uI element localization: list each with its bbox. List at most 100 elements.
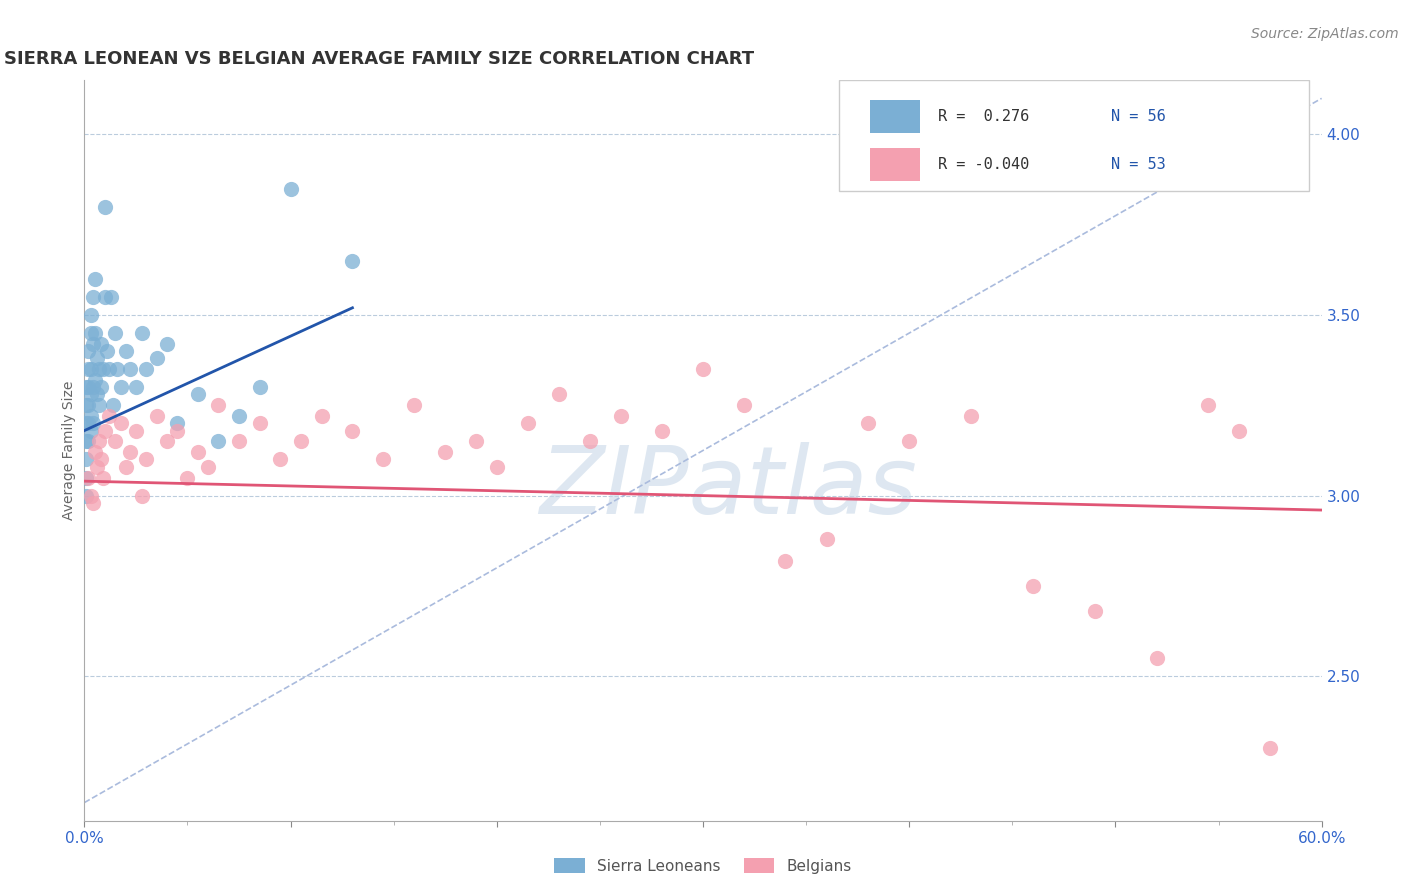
Point <box>82 290 104 304</box>
Point <box>100 290 122 304</box>
Point <box>94 200 117 214</box>
Point <box>135 452 157 467</box>
Point <box>110 380 132 394</box>
Point <box>83 326 105 340</box>
Point <box>269 452 291 467</box>
Point <box>90 380 112 394</box>
Text: Source: ZipAtlas.com: Source: ZipAtlas.com <box>1251 27 1399 41</box>
Point <box>90 337 112 351</box>
Point <box>1146 651 1168 665</box>
Point <box>96 344 118 359</box>
Point <box>86 459 108 474</box>
Point <box>77 470 100 484</box>
Point <box>75 470 97 484</box>
Point <box>228 434 250 449</box>
Point <box>75 398 97 412</box>
Point <box>856 417 879 431</box>
Point <box>94 424 117 438</box>
Point <box>187 445 209 459</box>
Point <box>187 387 209 401</box>
Point <box>77 398 100 412</box>
Point <box>1084 604 1107 618</box>
Point <box>110 417 132 431</box>
Point <box>77 417 100 431</box>
Point <box>578 434 600 449</box>
Point <box>1258 741 1281 756</box>
Point <box>83 272 105 286</box>
Point <box>94 290 117 304</box>
Point <box>609 409 631 424</box>
Point <box>77 434 100 449</box>
Point <box>105 362 128 376</box>
Point <box>114 344 136 359</box>
Point <box>87 434 110 449</box>
Point <box>75 452 97 467</box>
Point <box>197 459 219 474</box>
Point <box>77 362 100 376</box>
Point <box>83 373 105 387</box>
Point <box>960 409 983 424</box>
Text: N = 56: N = 56 <box>1111 109 1166 124</box>
Point <box>898 434 921 449</box>
Point <box>465 434 488 449</box>
Point <box>75 380 97 394</box>
Point <box>86 387 108 401</box>
Point <box>131 326 153 340</box>
Point <box>280 181 302 195</box>
Point <box>86 351 108 366</box>
Point <box>373 452 395 467</box>
Point <box>166 424 188 438</box>
Point <box>75 434 97 449</box>
Point <box>342 253 364 268</box>
Point <box>342 424 364 438</box>
Point <box>485 459 508 474</box>
Point <box>98 409 121 424</box>
Point <box>82 496 104 510</box>
Point <box>125 424 148 438</box>
Point <box>79 387 101 401</box>
Point <box>114 459 136 474</box>
Point <box>156 337 179 351</box>
Text: SIERRA LEONEAN VS BELGIAN AVERAGE FAMILY SIZE CORRELATION CHART: SIERRA LEONEAN VS BELGIAN AVERAGE FAMILY… <box>4 50 754 68</box>
Point <box>79 308 101 322</box>
Point <box>1197 398 1219 412</box>
Point <box>651 424 673 438</box>
Point <box>145 351 167 366</box>
Point <box>79 424 101 438</box>
Point <box>516 417 538 431</box>
Point <box>91 362 114 376</box>
Point <box>249 417 271 431</box>
Point <box>75 489 97 503</box>
Point <box>82 417 104 431</box>
Point <box>311 409 333 424</box>
Point <box>103 398 125 412</box>
Point <box>79 362 101 376</box>
Point <box>1227 424 1250 438</box>
Text: R =  0.276: R = 0.276 <box>938 109 1029 124</box>
Text: N = 53: N = 53 <box>1111 157 1166 172</box>
Point <box>83 445 105 459</box>
Point <box>434 445 457 459</box>
Point <box>815 532 838 546</box>
Point <box>176 470 198 484</box>
Point <box>98 362 121 376</box>
FancyBboxPatch shape <box>839 80 1309 192</box>
FancyBboxPatch shape <box>870 100 920 133</box>
Point <box>91 470 114 484</box>
Point <box>249 380 271 394</box>
Point <box>118 445 141 459</box>
Point <box>87 362 110 376</box>
Point <box>90 452 112 467</box>
Point <box>1022 579 1045 593</box>
Point <box>547 387 569 401</box>
Point <box>404 398 426 412</box>
Point <box>135 362 157 376</box>
Point <box>692 362 714 376</box>
Point <box>156 434 179 449</box>
Point <box>87 398 110 412</box>
Point <box>166 417 188 431</box>
Point <box>104 326 127 340</box>
Point <box>79 409 101 424</box>
Point <box>733 398 755 412</box>
Point <box>77 344 100 359</box>
